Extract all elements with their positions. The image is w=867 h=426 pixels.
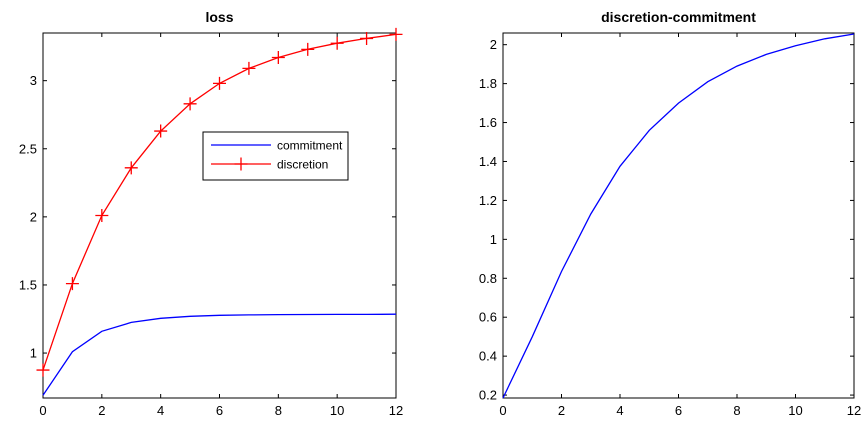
legend-box bbox=[202, 131, 349, 181]
loss-chart: loss 0 2 4 6 8 10 12 1 1.5 2 2.5 3 commitment discret… bbox=[19, 9, 403, 418]
x-tick-label: 12 bbox=[389, 403, 403, 418]
x-tick-label: 6 bbox=[675, 403, 682, 418]
y-tick-label: 0.4 bbox=[479, 349, 497, 364]
plus-marker bbox=[213, 76, 226, 90]
x-tick-label: 6 bbox=[216, 403, 223, 418]
y-tick-label: 0.8 bbox=[479, 271, 497, 286]
x-tick-label: 0 bbox=[39, 403, 46, 418]
plus-marker bbox=[330, 36, 344, 50]
plus-marker bbox=[242, 61, 256, 75]
plus-marker bbox=[271, 51, 285, 65]
series-line-difference bbox=[502, 33, 855, 399]
y-tick-label: 2.5 bbox=[19, 141, 37, 156]
plus-marker bbox=[183, 97, 197, 111]
y-tick-label: 1.6 bbox=[479, 115, 497, 130]
x-tick-label: 10 bbox=[330, 403, 344, 418]
y-tick-label: 2 bbox=[490, 37, 497, 52]
x-tick-label: 4 bbox=[616, 403, 623, 418]
legend-plus-marker bbox=[234, 157, 248, 171]
plus-marker bbox=[124, 161, 138, 175]
plus-marker bbox=[65, 277, 79, 291]
y-tick-label: 2 bbox=[30, 209, 37, 224]
legend-label: commitment bbox=[277, 139, 343, 153]
axes-box bbox=[502, 32, 855, 399]
y-tick-label: 3 bbox=[30, 73, 37, 88]
series-line-commitment bbox=[42, 313, 397, 396]
chart-title: discretion-commitment bbox=[601, 9, 756, 25]
y-tick-label: 1.2 bbox=[479, 193, 497, 208]
x-tick-label: 10 bbox=[788, 403, 802, 418]
plus-marker bbox=[95, 209, 109, 222]
discretion-commitment-chart: discretion-commitment 0 2 4 6 8 10 120.20.40.6… bbox=[479, 9, 861, 418]
y-tick-label: 0.6 bbox=[479, 310, 497, 325]
y-tick-label: 1.8 bbox=[479, 76, 497, 91]
y-tick-label: 1.4 bbox=[479, 154, 497, 169]
x-tick-label: 0 bbox=[499, 403, 506, 418]
x-tick-label: 12 bbox=[847, 403, 861, 418]
plus-marker bbox=[360, 31, 374, 45]
legend: commitment discretion bbox=[202, 131, 349, 181]
plus-marker bbox=[301, 42, 315, 56]
plus-marker bbox=[154, 124, 168, 138]
plus-marker bbox=[389, 27, 403, 41]
x-tick-label: 4 bbox=[157, 403, 164, 418]
x-tick-label: 8 bbox=[733, 403, 740, 418]
legend-label: discretion bbox=[277, 158, 328, 172]
y-tick-label: 1.5 bbox=[19, 277, 37, 292]
y-tick-label: 1 bbox=[30, 346, 37, 361]
y-tick-label: 0.2 bbox=[479, 388, 497, 403]
x-tick-label: 2 bbox=[98, 403, 105, 418]
x-tick-label: 8 bbox=[275, 403, 282, 418]
chart-title: loss bbox=[205, 9, 233, 25]
x-tick-label: 2 bbox=[558, 403, 565, 418]
plus-marker bbox=[36, 363, 50, 377]
y-tick-label: 1 bbox=[490, 232, 497, 247]
